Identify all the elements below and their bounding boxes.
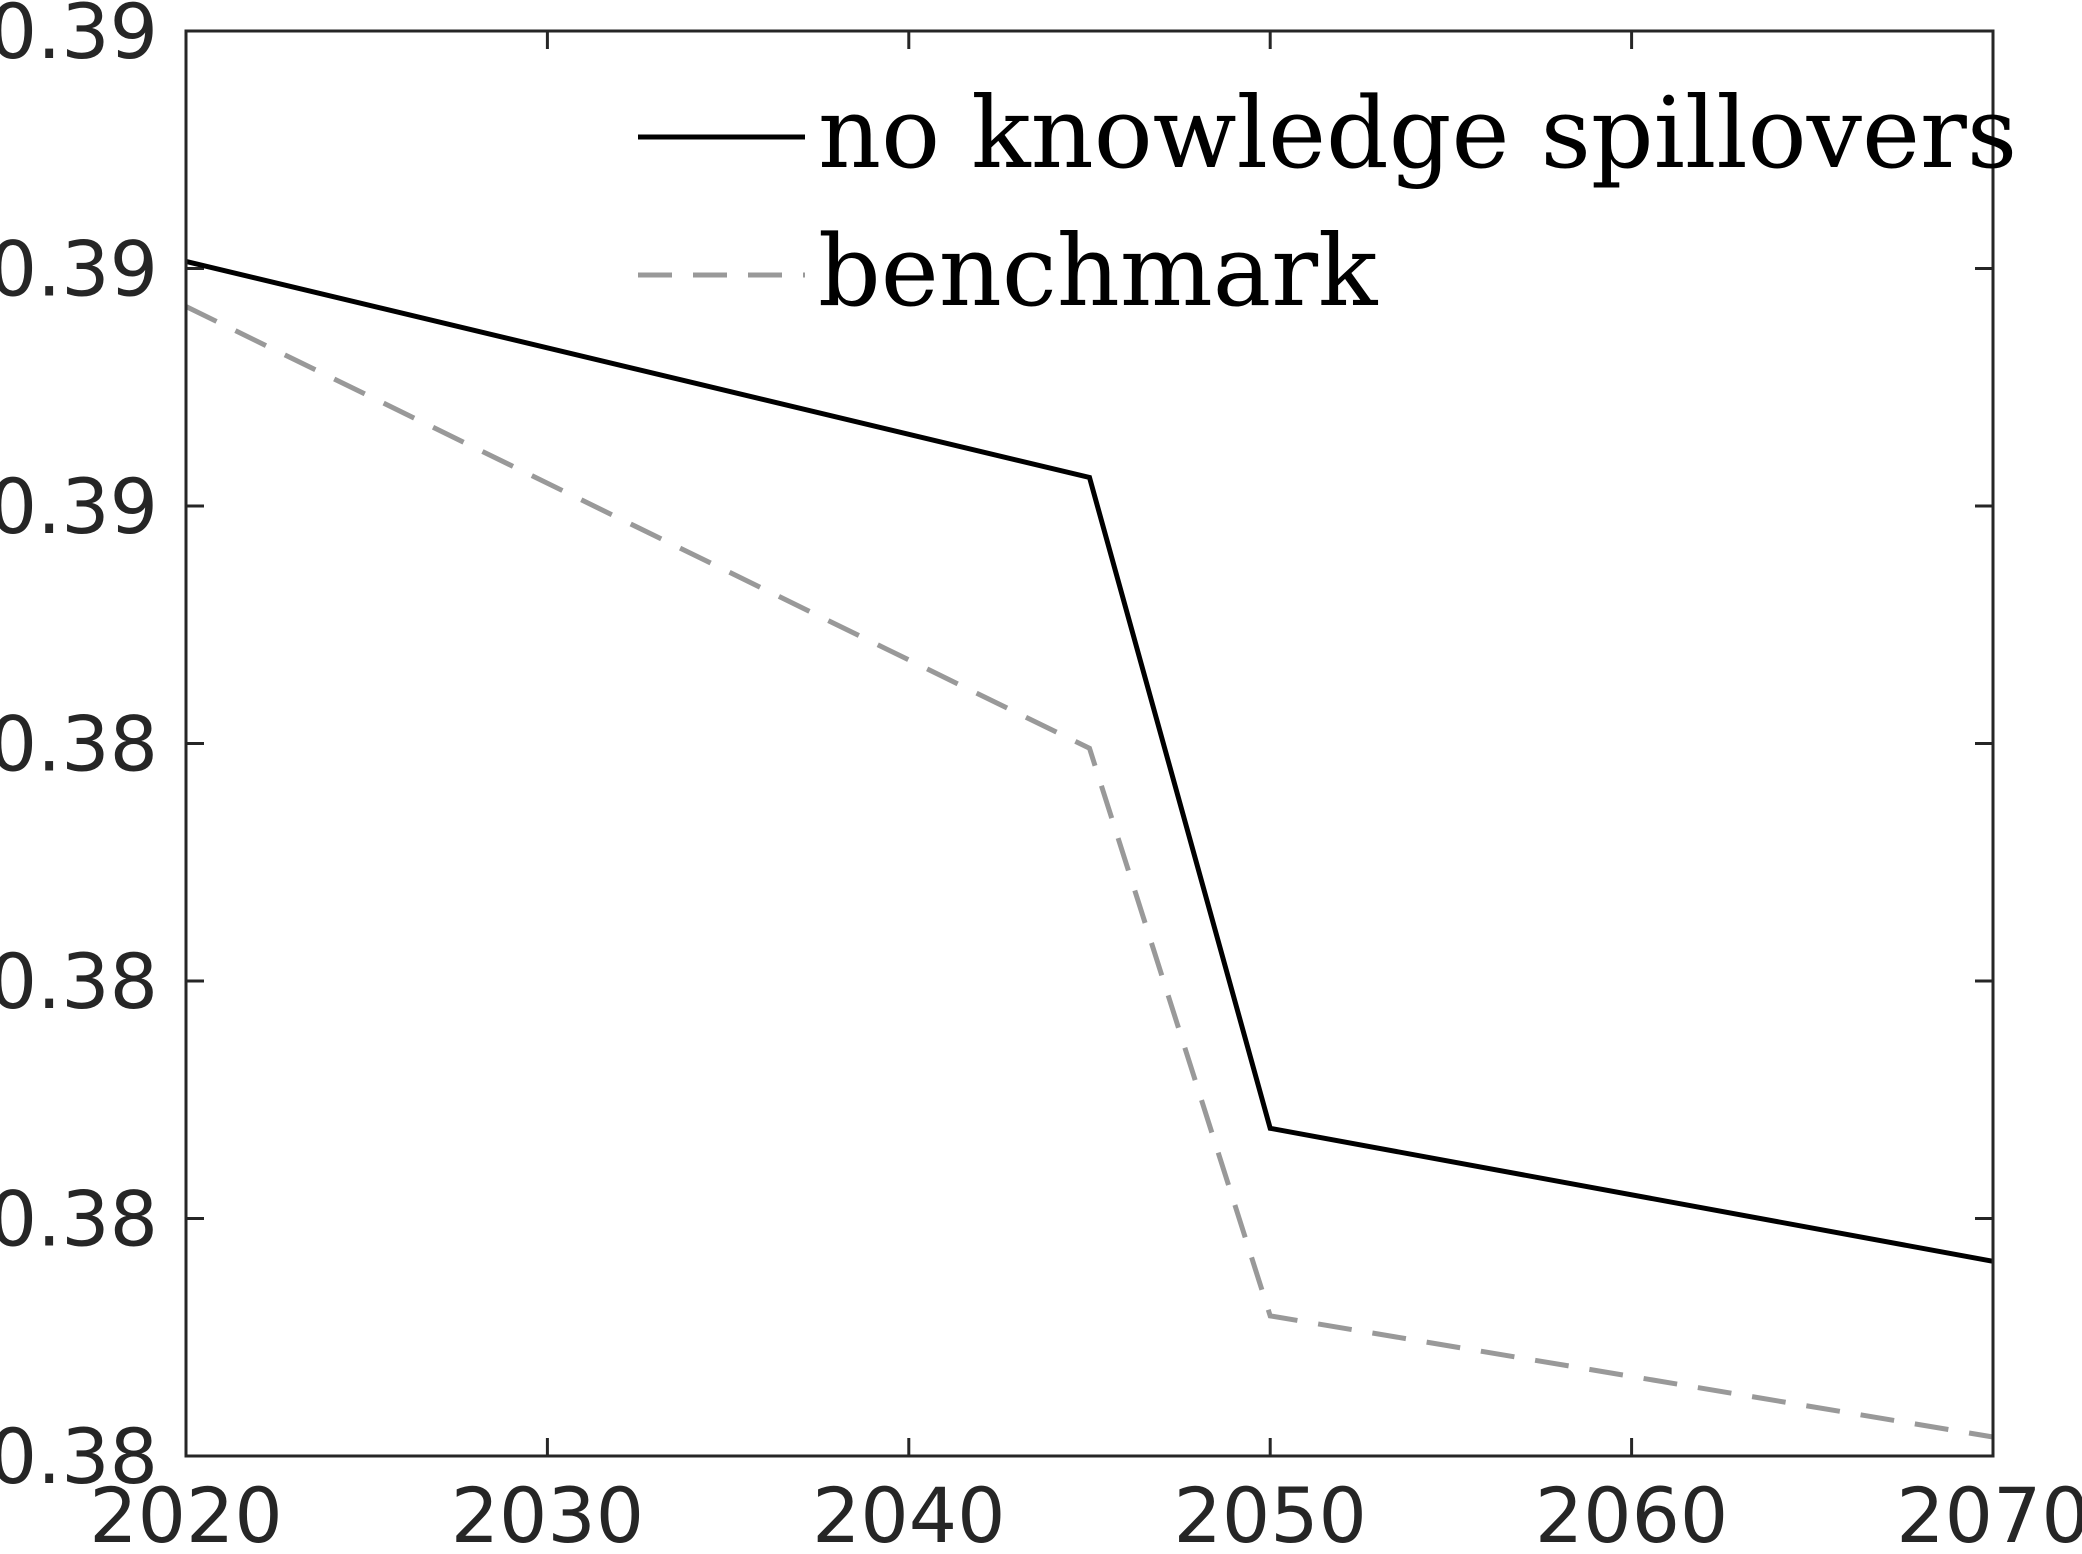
y-tick-label: 0.39	[0, 462, 158, 551]
plot-area-frame	[184, 29, 1995, 1458]
x-tick-label: 2050	[1173, 1471, 1366, 1554]
legend: no knowledge spillovers benchmark	[638, 77, 2017, 329]
series-lines	[184, 258, 1994, 1440]
legend-label-0: no knowledge spillovers	[818, 77, 2017, 191]
y-tick-label: 0.39	[0, 225, 158, 314]
x-axis-tick-labels: 2020 2030 2040 2050 2060 2070	[89, 1471, 2082, 1554]
y-tick-label: 0.38	[0, 1175, 158, 1264]
y-tick-label: 0.38	[0, 700, 158, 789]
y-tick-label: 0.38	[0, 937, 158, 1026]
x-tick-label: 2070	[1896, 1471, 2082, 1554]
series-line-0	[185, 258, 1994, 1264]
y-axis-tick-labels: 0.38 0.38 0.38 0.38 0.39 0.39 0.39	[0, 0, 158, 1501]
y-tick-label: 0.38	[0, 1412, 158, 1501]
y-tick-label: 0.39	[0, 0, 158, 76]
x-tick-label: 2040	[812, 1471, 1005, 1554]
x-tick-label: 2030	[451, 1471, 644, 1554]
legend-label-1: benchmark	[818, 215, 1379, 329]
x-tick-label: 2020	[89, 1471, 282, 1554]
x-tick-label: 2060	[1535, 1471, 1728, 1554]
series-line-1	[184, 304, 1994, 1440]
